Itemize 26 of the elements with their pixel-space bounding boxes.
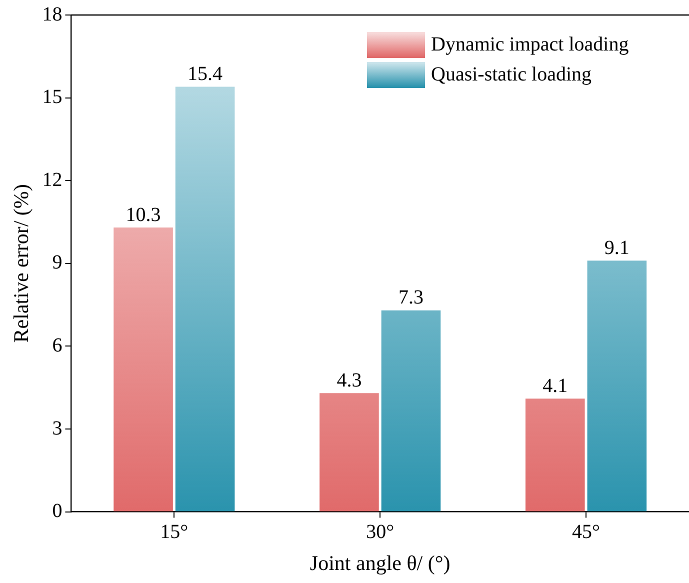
x-tick-label: 45°: [572, 521, 600, 544]
y-tick-label: 15: [42, 86, 62, 108]
y-tick-label: 0: [52, 500, 62, 522]
legend-label: Quasi-static loading: [431, 63, 592, 86]
y-tick-label: 9: [52, 252, 62, 274]
bar: [381, 310, 441, 512]
x-tick-label: 15°: [160, 521, 188, 544]
y-axis-title: Relative error/ (%): [9, 184, 34, 343]
data-label: 7.3: [398, 286, 424, 309]
bar: [525, 398, 585, 512]
y-tick-label: 3: [52, 417, 62, 440]
data-label: 10.3: [126, 204, 161, 226]
x-tick-label: 30°: [366, 521, 394, 544]
legend-label: Dynamic impact loading: [431, 33, 629, 56]
data-label: 4.3: [336, 369, 362, 392]
bar: [587, 260, 647, 512]
y-tick-label: 6: [52, 334, 62, 356]
x-axis-title: Joint angle θ/ (°): [310, 550, 450, 575]
y-tick-label: 18: [42, 3, 62, 26]
data-label: 15.4: [188, 63, 223, 86]
bar: [320, 393, 379, 512]
bar: [175, 86, 235, 512]
bar: [114, 228, 173, 512]
y-tick-label: 12: [42, 168, 62, 191]
data-label: 9.1: [604, 236, 630, 259]
data-label: 4.1: [542, 374, 568, 397]
